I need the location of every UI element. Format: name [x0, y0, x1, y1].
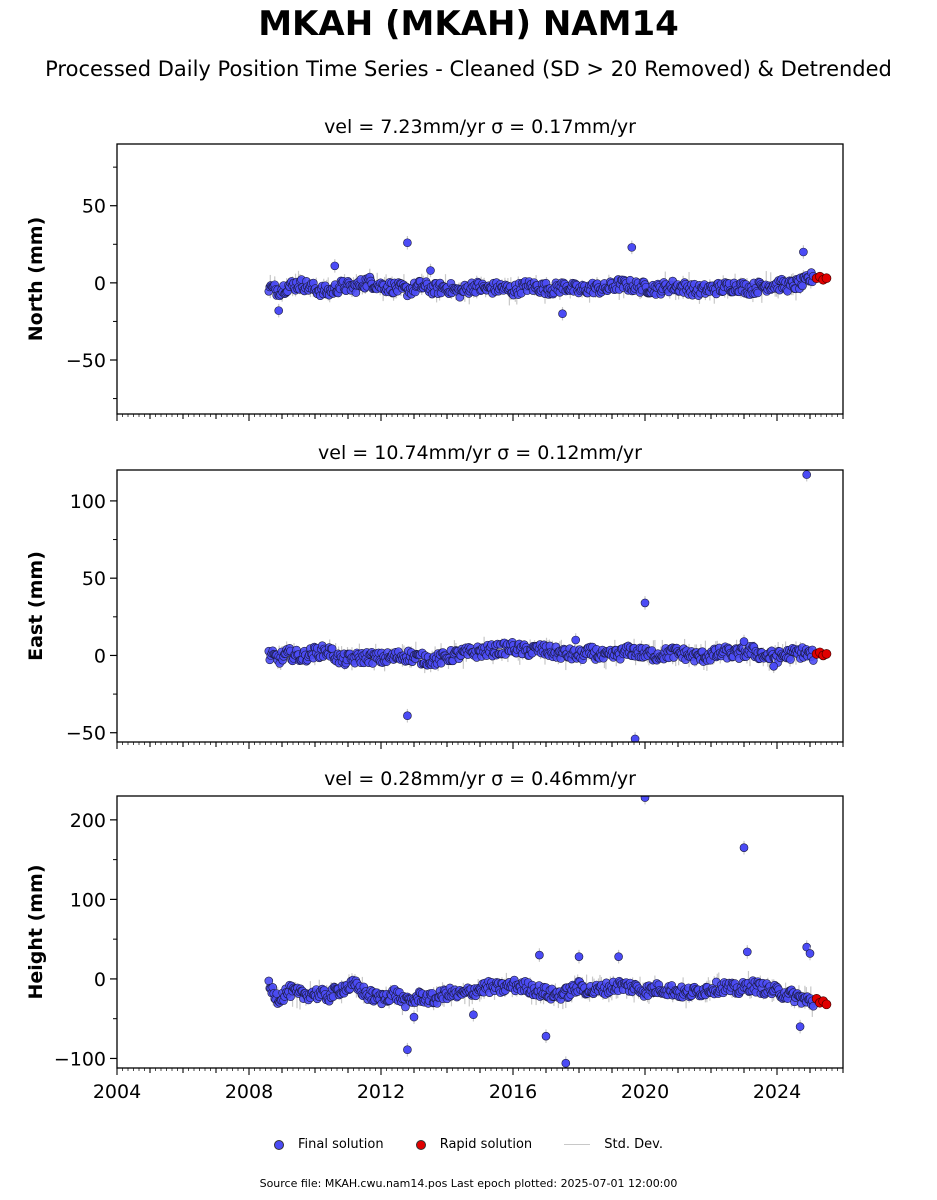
x-tick-label: 2012 — [357, 1081, 405, 1103]
final-outlier-point — [409, 1012, 419, 1022]
final-outlier-point — [426, 266, 435, 275]
legend-std-marker — [564, 1144, 591, 1145]
x-tick-label: 2016 — [489, 1081, 537, 1103]
final-outlier-point — [742, 947, 752, 957]
final-outlier-point — [330, 261, 340, 271]
panel-title-0: vel = 7.23mm/yr σ = 0.17mm/yr — [324, 116, 636, 138]
plot-frame-2 — [116, 795, 844, 1069]
x-tick-label: 2008 — [225, 1081, 273, 1103]
plot-area-2 — [264, 796, 832, 1068]
panel-title-2: vel = 0.28mm/yr σ = 0.46mm/yr — [324, 768, 636, 790]
rapid-point — [821, 273, 832, 284]
final-outlier-point — [403, 711, 412, 721]
final-point — [786, 655, 795, 664]
x-tick-label: 2024 — [753, 1081, 801, 1103]
final-outlier-point — [541, 1031, 551, 1041]
final-outlier-point — [739, 843, 749, 852]
legend-final-marker — [273, 1139, 284, 1150]
y-tick-label: 100 — [70, 491, 106, 513]
final-point — [401, 1002, 410, 1012]
y-tick-label: −100 — [54, 1048, 106, 1070]
y-tick-label: 50 — [82, 568, 106, 590]
final-outlier-point — [535, 950, 544, 960]
final-outlier-point — [574, 952, 584, 961]
plot-area-1 — [264, 470, 832, 742]
source-footer: Source file: MKAH.cwu.nam14.pos Last epo… — [259, 1177, 678, 1190]
final-outlier-point — [571, 635, 581, 645]
y-tick-label: −50 — [66, 723, 106, 745]
legend-rapid-label: Rapid solution — [439, 1137, 533, 1152]
final-outlier-point — [795, 1022, 805, 1031]
y-tick-label: −50 — [66, 350, 106, 372]
final-outlier-point — [769, 661, 779, 671]
plot-frame-1 — [116, 469, 844, 743]
x-tick-label: 2020 — [621, 1081, 669, 1103]
y-tick-label: 50 — [82, 196, 106, 218]
y-tick-label: 100 — [70, 889, 106, 911]
y-axis-label-2: Height (mm) — [25, 864, 47, 999]
final-outlier-point — [614, 952, 623, 961]
y-tick-label: 0 — [94, 273, 106, 295]
rapid-point — [821, 649, 832, 659]
final-outlier-point — [640, 598, 650, 608]
y-axis-label-0: North (mm) — [25, 217, 47, 342]
y-tick-label: 0 — [94, 645, 106, 667]
legend-std-label: Std. Dev. — [604, 1137, 663, 1152]
final-outlier-point — [739, 637, 749, 646]
final-outlier-point — [799, 247, 808, 257]
y-tick-label: 0 — [94, 969, 106, 991]
chart-title: MKAH (MKAH) NAM14 — [258, 4, 679, 44]
final-outlier-point — [403, 238, 412, 248]
final-outlier-point — [630, 734, 640, 742]
y-tick-label: 200 — [70, 810, 106, 832]
legend-final-label: Final solution — [297, 1137, 384, 1152]
chart-subtitle: Processed Daily Position Time Series - C… — [45, 57, 892, 81]
final-outlier-point — [805, 949, 815, 958]
final-outlier-point — [469, 1010, 478, 1020]
legend-item-final: Final solution — [273, 1137, 384, 1152]
legend-rapid-marker — [415, 1139, 426, 1150]
plot-area-0 — [264, 235, 832, 321]
final-outlier-point — [802, 470, 812, 479]
legend: Final solution Rapid solution Std. Dev. — [0, 1137, 937, 1152]
final-outlier-point — [627, 243, 637, 252]
panel-title-1: vel = 10.74mm/yr σ = 0.12mm/yr — [318, 442, 642, 464]
legend-item-std: Std. Dev. — [564, 1137, 663, 1152]
rapid-point — [821, 999, 832, 1010]
x-tick-label: 2004 — [93, 1081, 141, 1103]
final-outlier-point — [403, 1045, 412, 1055]
y-axis-label-1: East (mm) — [25, 551, 47, 661]
legend-item-rapid: Rapid solution — [415, 1137, 533, 1152]
final-outlier-point — [274, 306, 284, 315]
final-outlier-point — [561, 1058, 571, 1068]
final-point — [753, 288, 763, 298]
final-outlier-point — [640, 796, 650, 802]
final-outlier-point — [558, 309, 567, 319]
